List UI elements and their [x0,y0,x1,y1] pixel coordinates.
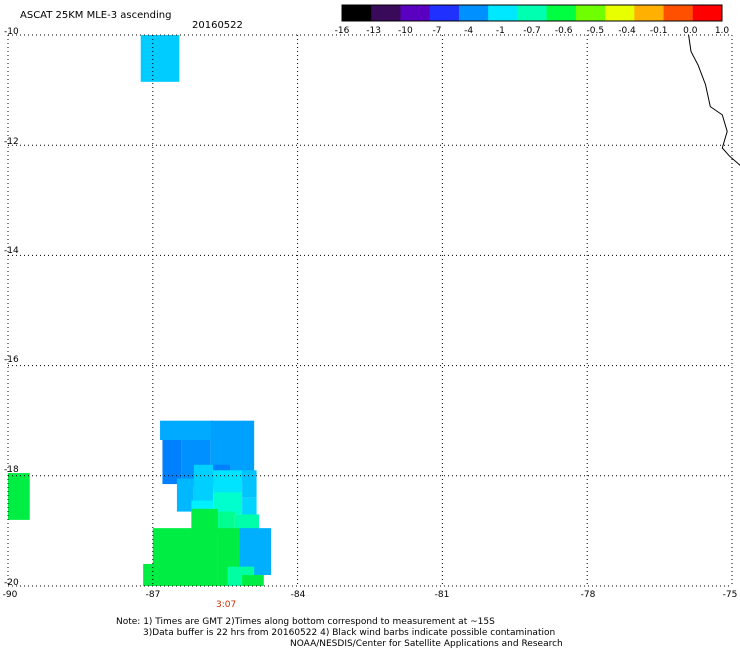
product-title: ASCAT 25KM MLE-3 ascending [20,10,172,21]
wind-speed-cell [176,478,194,512]
wind-speed-cells [8,35,272,586]
lon-tick-label: -87 [145,590,161,600]
colorbar-swatch [692,5,723,21]
wind-speed-cell [213,470,243,496]
note-line-3: NOAA/NESDIS/Center for Satellite Applica… [290,639,563,649]
wind-speed-cell [191,508,218,586]
lon-tick-label: -78 [580,590,596,600]
colorbar-label: -10 [397,26,413,36]
wind-speed-cell [160,420,214,440]
colorbar-label: -16 [334,26,350,36]
colorbar-label: -4 [464,26,474,36]
colorbar-swatch [429,5,460,21]
colorbar-swatch [575,5,606,21]
colorbar-label: -0.7 [523,26,541,36]
colorbar-label: -0.4 [618,26,636,36]
colorbar-label: -1 [495,26,505,36]
colorbar-label: -13 [366,26,382,36]
lon-tick-label: -75 [722,590,738,600]
lon-tick-label: -84 [290,590,306,600]
colorbar-swatch [342,5,372,21]
colorbar-swatch [458,5,489,21]
lat-tick-label: -18 [4,465,19,475]
colorbar-label: 0.0 [683,26,698,36]
wind-speed-cell [162,439,182,485]
note-line-1: Note: 1) Times are GMT 2)Times along bot… [116,617,495,627]
product-date: 20160522 [192,20,243,31]
colorbar-swatch [634,5,665,21]
lat-lon-grid [7,34,733,587]
lon-tick-label: -81 [434,590,450,600]
coastline [688,34,740,166]
wind-speed-cell [242,470,257,498]
wind-speed-cell [193,464,214,504]
lat-tick-label: -20 [4,578,19,588]
colorbar-swatch [400,5,431,21]
colorbar [341,4,723,22]
colorbar-swatch [605,5,635,21]
wind-speed-cell [140,35,180,82]
colorbar-label: -0.6 [554,26,573,36]
colorbar-border [341,4,723,22]
colorbar-swatch [517,5,548,21]
colorbar-swatch [371,5,401,21]
pass-time-label: 3:07 [216,600,237,610]
wind-speed-cell [242,574,264,586]
colorbar-swatch [546,5,577,21]
note-line-2: 3)Data buffer is 22 hrs from 20160522 4)… [143,628,556,638]
lat-tick-label: -14 [4,246,19,256]
colorbar-label: -7 [432,26,442,36]
colorbar-label: 1.0 [714,26,730,36]
colorbar-label: -0.1 [649,26,668,36]
lat-tick-label: -10 [4,27,19,37]
lat-tick-label: -16 [4,355,19,365]
lon-tick-label: -90 [2,590,18,600]
wind-speed-cell [213,511,235,534]
colorbar-swatch [488,5,518,21]
wind-speed-cell [143,563,168,586]
lat-tick-label: -12 [4,137,19,147]
colorbar-swatches [341,4,723,22]
colorbar-swatch [663,5,694,21]
wind-speed-cell [213,492,243,515]
wind-speed-cell [8,473,30,520]
colorbar-label: -0.5 [586,26,605,36]
